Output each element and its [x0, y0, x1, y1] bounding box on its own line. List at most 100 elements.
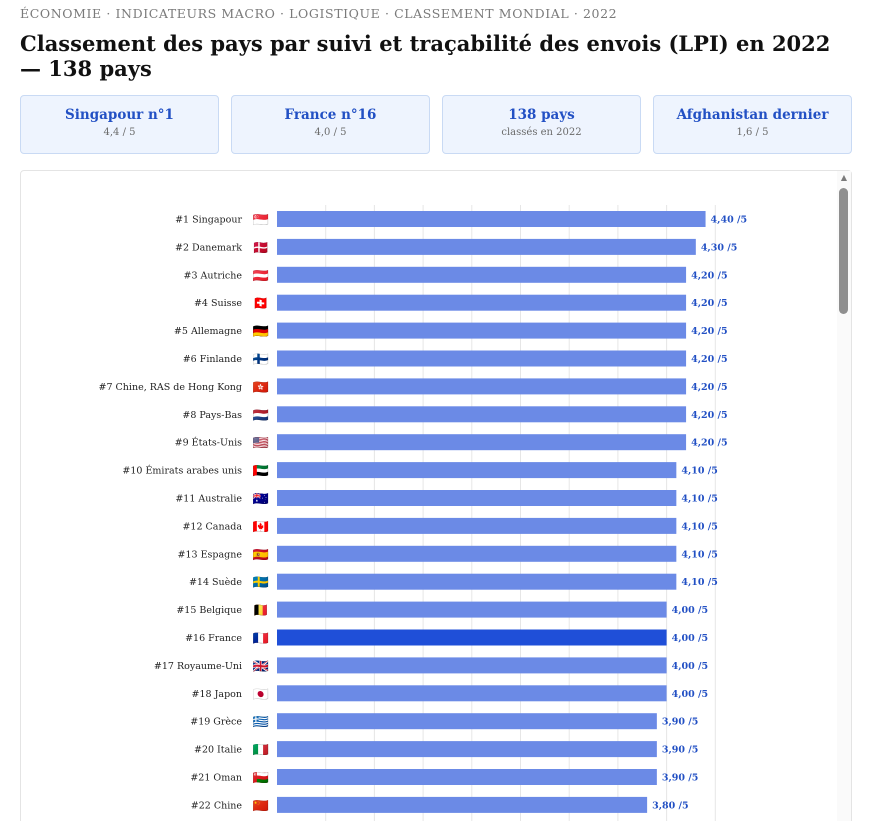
flag-icon: 🇳🇱	[253, 408, 269, 423]
flag-icon: 🇦🇹	[253, 269, 269, 284]
category-label: #10 Émirats arabes unis	[122, 465, 242, 477]
value-label: 4,20 /5	[691, 326, 728, 337]
value-label: 3,80 /5	[652, 800, 689, 811]
value-label: 4,10 /5	[681, 466, 718, 477]
chart-scrollbar[interactable]	[837, 171, 851, 821]
category-label: #3 Autriche	[184, 270, 243, 281]
bar[interactable]	[277, 601, 667, 618]
category-label: #19 Grèce	[190, 717, 242, 728]
flag-icon: 🇴🇲	[253, 771, 269, 786]
kpi-sub: classés en 2022	[501, 127, 582, 138]
bar[interactable]	[277, 378, 687, 395]
category-label: #7 Chine, RAS de Hong Kong	[99, 382, 242, 393]
category-label: #16 France	[185, 633, 242, 644]
value-label: 3,90 /5	[662, 745, 699, 756]
value-label: 4,20 /5	[691, 438, 728, 449]
bar[interactable]	[277, 211, 706, 227]
value-label: 4,40 /5	[711, 215, 748, 226]
breadcrumb: ÉCONOMIE · INDICATEURS MACRO · LOGISTIQU…	[20, 6, 618, 21]
bar[interactable]	[277, 796, 648, 813]
flag-icon: 🇨🇳	[253, 799, 269, 814]
flag-icon: 🇬🇧	[253, 659, 269, 674]
category-label: #14 Suède	[189, 577, 242, 588]
category-label: #12 Canada	[182, 521, 242, 532]
value-label: 4,10 /5	[681, 549, 718, 560]
value-label: 4,10 /5	[681, 577, 718, 588]
flag-icon: 🇯🇵	[253, 687, 269, 702]
category-label: #6 Finlande	[183, 354, 243, 365]
category-label: #13 Espagne	[178, 549, 243, 560]
bar[interactable]	[277, 462, 677, 479]
flag-icon: 🇨🇦	[253, 520, 269, 535]
kpi-card-count: 138 pays classés en 2022	[442, 95, 641, 154]
flag-icon: 🇸🇬	[253, 213, 269, 228]
bar[interactable]	[277, 713, 657, 730]
value-label: 4,20 /5	[691, 270, 728, 281]
value-label: 4,10 /5	[681, 521, 718, 532]
bar[interactable]	[277, 685, 667, 702]
flag-icon: 🇧🇪	[253, 603, 269, 619]
category-label: #1 Singapour	[175, 215, 242, 226]
kpi-card-rank-first: Singapour n°1 4,4 / 5	[20, 95, 219, 154]
bar[interactable]	[277, 322, 687, 339]
value-label: 4,00 /5	[672, 605, 709, 616]
category-label: #8 Pays-Bas	[182, 410, 242, 421]
category-label: #15 Belgique	[176, 605, 242, 616]
flag-icon: 🇩🇰	[253, 240, 269, 256]
category-label: #11 Australie	[175, 494, 242, 505]
value-label: 4,20 /5	[691, 382, 728, 393]
flag-icon: 🇦🇪	[253, 464, 269, 479]
flag-icon: 🇩🇪	[253, 325, 269, 340]
bar[interactable]	[277, 769, 657, 785]
page-title: Classement des pays par suivi et traçabi…	[20, 31, 831, 81]
value-label: 4,00 /5	[672, 633, 709, 644]
bar[interactable]	[277, 350, 687, 367]
flag-icon: 🇫🇷	[253, 632, 269, 647]
flag-icon: 🇪🇸	[253, 548, 269, 563]
category-label: #17 Royaume-Uni	[154, 661, 242, 672]
bar[interactable]	[277, 545, 677, 562]
bar[interactable]	[277, 517, 677, 534]
value-label: 3,90 /5	[662, 717, 699, 728]
kpi-sub: 1,6 / 5	[736, 127, 769, 138]
bar[interactable]	[277, 573, 677, 590]
value-label: 4,00 /5	[672, 661, 709, 672]
bar[interactable]	[277, 490, 677, 506]
value-label: 4,00 /5	[672, 689, 709, 700]
kpi-row: Singapour n°1 4,4 / 5 France n°16 4,0 / …	[20, 95, 852, 154]
category-label: #4 Suisse	[194, 298, 242, 309]
kpi-sub: 4,0 / 5	[314, 127, 347, 138]
category-label: #18 Japon	[192, 689, 242, 700]
kpi-card-rank-last: Afghanistan dernier 1,6 / 5	[653, 95, 852, 154]
flag-icon: 🇬🇷	[253, 715, 269, 730]
category-label: #21 Oman	[190, 773, 242, 784]
value-label: 4,20 /5	[691, 354, 728, 365]
bar[interactable]	[277, 434, 687, 451]
kpi-title: Afghanistan dernier	[676, 107, 829, 123]
value-label: 4,10 /5	[681, 494, 718, 505]
bar[interactable]	[277, 294, 687, 311]
scroll-up-arrow-icon[interactable]: ▲	[840, 173, 848, 182]
bar[interactable]	[277, 406, 687, 423]
flag-icon: 🇭🇰	[253, 380, 269, 395]
flag-icon: 🇨🇭	[253, 296, 269, 312]
category-label: #9 États-Unis	[175, 437, 243, 449]
category-label: #22 Chine	[191, 800, 243, 811]
kpi-title: 138 pays	[508, 107, 575, 123]
flag-icon: 🇮🇹	[253, 743, 269, 758]
chart-bars: #1 Singapour 🇸🇬 4,40 /5 #2 Danemark 🇩🇰 4,30 /…	[99, 211, 748, 814]
flag-icon: 🇦🇺	[253, 491, 269, 507]
flag-icon: 🇫🇮	[253, 353, 269, 368]
bar[interactable]	[277, 741, 657, 758]
value-label: 3,90 /5	[662, 773, 699, 784]
bar[interactable]	[277, 266, 687, 283]
flag-icon: 🇸🇪	[253, 576, 269, 591]
bar-highlight[interactable]	[277, 629, 667, 646]
bar[interactable]	[277, 238, 696, 255]
value-label: 4,20 /5	[691, 410, 728, 421]
scrollbar-thumb[interactable]	[839, 188, 848, 314]
kpi-sub: 4,4 / 5	[103, 127, 136, 138]
kpi-title: France n°16	[284, 107, 377, 123]
bar[interactable]	[277, 657, 667, 674]
